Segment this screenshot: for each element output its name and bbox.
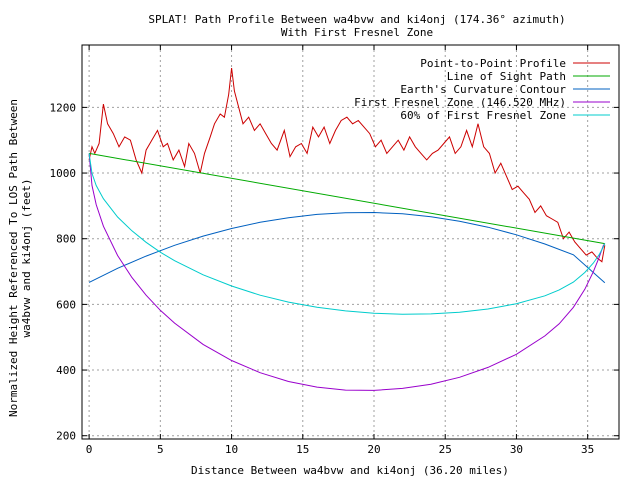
y-tick-label: 1200 bbox=[50, 101, 77, 114]
chart-title-line1: SPLAT! Path Profile Between wa4bvw and k… bbox=[148, 13, 565, 26]
plot-series bbox=[88, 67, 606, 391]
plot-frame bbox=[81, 44, 620, 440]
y-tick-label: 800 bbox=[56, 233, 76, 246]
y-tick-label: 1000 bbox=[50, 167, 77, 180]
x-tick-label: 0 bbox=[86, 443, 93, 456]
legend-entry-2: Earth's Curvature Contour bbox=[400, 83, 566, 96]
y-tick-label: 400 bbox=[56, 364, 76, 377]
axis-ticks: 0 5 10 15 20 25 30 35 200 400 600 800 1000 1200 bbox=[50, 45, 619, 456]
x-tick-label: 35 bbox=[581, 443, 594, 456]
legend-entry-0: Point-to-Point Profile bbox=[420, 57, 566, 70]
x-tick-label: 25 bbox=[439, 443, 452, 456]
legend-entry-1: Line of Sight Path bbox=[447, 70, 566, 83]
grid bbox=[82, 45, 619, 439]
series-line-1 bbox=[89, 152, 605, 245]
x-tick-label: 20 bbox=[367, 443, 380, 456]
x-tick-label: 5 bbox=[157, 443, 164, 456]
y-tick-label: 200 bbox=[56, 430, 76, 443]
series-line-2 bbox=[88, 211, 606, 284]
series-line-3 bbox=[88, 153, 606, 391]
x-tick-label: 15 bbox=[296, 443, 309, 456]
y-tick-label: 600 bbox=[56, 298, 76, 311]
x-axis-label: Distance Between wa4bvw and ki4onj (36.2… bbox=[191, 464, 509, 477]
x-tick-label: 30 bbox=[510, 443, 523, 456]
legend-entry-4: 60% of First Fresnel Zone bbox=[400, 109, 566, 122]
x-tick-label: 10 bbox=[225, 443, 238, 456]
y-axis-label-line2: wa4bvw and ki4onj (feet) bbox=[20, 179, 33, 338]
series-line-4 bbox=[88, 153, 606, 315]
y-axis-label-line1: Normalized Height Referenced To LOS Path… bbox=[7, 99, 20, 417]
legend-entry-3: First Fresnel Zone (146.520 MHz) bbox=[354, 96, 566, 109]
series-line-0 bbox=[88, 67, 606, 263]
chart-title-line2: With First Fresnel Zone bbox=[281, 26, 433, 39]
